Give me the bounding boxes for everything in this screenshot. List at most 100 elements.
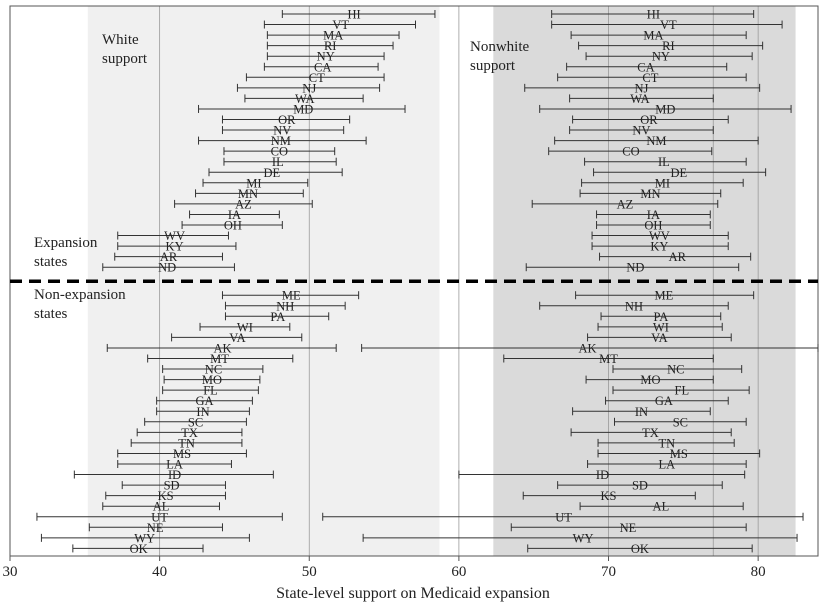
state-label: WI xyxy=(653,320,669,334)
nonexpansion-white-al: AL xyxy=(102,500,220,514)
expansion-white-ar: AR xyxy=(114,250,223,264)
state-label: NC xyxy=(667,363,684,377)
expansion-nonwhite-nd: ND xyxy=(525,261,740,275)
nonexpansion-nonwhite-nh: NH xyxy=(539,299,729,313)
nonexpansion-white-ne: NE xyxy=(88,521,223,535)
x-tick-label-30: 30 xyxy=(3,564,18,580)
state-label: NJ xyxy=(302,81,316,95)
state-label: VT xyxy=(332,18,349,32)
state-label: MD xyxy=(293,102,313,116)
nonexpansion-nonwhite-fl: FL xyxy=(612,384,750,398)
state-label: VA xyxy=(651,331,667,345)
expansion-nonwhite-ky: KY xyxy=(591,240,729,254)
nonexpansion-nonwhite-nc: NC xyxy=(612,363,743,377)
state-label: OK xyxy=(130,542,148,556)
nonexpansion-nonwhite-ut: UT xyxy=(322,510,804,524)
state-label: NE xyxy=(147,521,164,535)
state-label: AZ xyxy=(235,197,252,211)
state-label: AL xyxy=(153,500,170,514)
state-label: CT xyxy=(309,71,325,85)
x-tick-label-70: 70 xyxy=(601,564,616,580)
expansion-white-mn: MN xyxy=(195,187,304,201)
state-label: ME xyxy=(655,289,674,303)
state-label: OH xyxy=(224,219,242,233)
nonexpansion-nonwhite-sc: SC xyxy=(614,415,747,429)
state-label: MA xyxy=(643,29,663,43)
state-label: VT xyxy=(660,18,677,32)
state-label: IA xyxy=(647,208,660,222)
expansion-white-nd: ND xyxy=(102,261,235,275)
state-label: CA xyxy=(637,60,654,74)
state-label: MO xyxy=(202,373,222,387)
state-label: SD xyxy=(164,479,180,493)
state-label: CO xyxy=(271,145,288,159)
state-label: AZ xyxy=(617,197,634,211)
state-label: FL xyxy=(675,384,690,398)
nonexpansion-group-label-line1: Non-expansion xyxy=(34,287,126,303)
state-label: IN xyxy=(196,405,209,419)
expansion-nonwhite-wv: WV xyxy=(591,229,729,243)
state-label: IA xyxy=(228,208,241,222)
state-label: SC xyxy=(673,415,688,429)
state-label: GA xyxy=(195,394,213,408)
state-label: PA xyxy=(653,310,668,324)
nonexpansion-white-ks: KS xyxy=(105,489,226,503)
state-label: AR xyxy=(160,250,178,264)
state-label: TN xyxy=(178,436,195,450)
expansion-white-ct: CT xyxy=(245,71,385,85)
expansion-nonwhite-mn: MN xyxy=(579,187,722,201)
state-label: NY xyxy=(317,50,335,64)
expansion-nonwhite-nv: NV xyxy=(569,124,714,138)
x-tick-label-40: 40 xyxy=(152,564,167,580)
state-label: UT xyxy=(555,510,572,524)
nonexpansion-white-fl: FL xyxy=(162,384,259,398)
state-label: NC xyxy=(205,363,222,377)
state-label: LA xyxy=(166,458,183,472)
state-label: NM xyxy=(646,134,666,148)
state-label: TN xyxy=(659,436,676,450)
expansion-white-nj: NJ xyxy=(236,81,381,95)
state-label: CO xyxy=(622,145,639,159)
state-label: MT xyxy=(599,352,618,366)
state-label: SC xyxy=(188,415,203,429)
state-label: MN xyxy=(640,187,660,201)
state-label: CT xyxy=(642,71,658,85)
x-tick-label-80: 80 xyxy=(751,564,766,580)
nonwhite-panel-title-line1: Nonwhite xyxy=(470,39,530,55)
state-label: MD xyxy=(655,102,675,116)
nonexpansion-white-sd: SD xyxy=(121,479,226,493)
state-label: NY xyxy=(652,50,670,64)
nonexpansion-nonwhite-sd: SD xyxy=(557,479,723,493)
expansion-white-md: MD xyxy=(198,102,406,116)
state-label: UT xyxy=(151,510,168,524)
state-label: MI xyxy=(655,176,670,190)
state-label: IL xyxy=(658,155,670,169)
expansion-white-de: DE xyxy=(208,166,343,180)
state-label: ID xyxy=(168,468,181,482)
nonexpansion-white-sc: SC xyxy=(144,415,247,429)
state-label: WY xyxy=(134,531,155,545)
state-label: ND xyxy=(158,261,176,275)
state-label: MA xyxy=(323,29,343,43)
expansion-nonwhite-vt: VT xyxy=(551,18,783,32)
expansion-nonwhite-az: AZ xyxy=(531,197,719,211)
expansion-white-wv: WV xyxy=(117,229,229,243)
expansion-nonwhite-ar: AR xyxy=(599,250,752,264)
state-label: WA xyxy=(295,92,314,106)
state-label: MT xyxy=(210,352,229,366)
state-label: MN xyxy=(238,187,258,201)
nonexpansion-white-ut: UT xyxy=(36,510,283,524)
state-label: WV xyxy=(649,229,670,243)
nonexpansion-nonwhite-va: VA xyxy=(587,331,732,345)
nonexpansion-nonwhite-ne: NE xyxy=(510,521,747,535)
expansion-white-wa: WA xyxy=(244,92,364,106)
state-label: HI xyxy=(647,8,660,22)
nonexpansion-nonwhite-tn: TN xyxy=(597,436,735,450)
expansion-nonwhite-mi: MI xyxy=(581,176,744,190)
expansion-group-label-line2: states xyxy=(34,254,67,270)
state-label: AK xyxy=(213,341,231,355)
expansion-white-ia: IA xyxy=(189,208,280,222)
nonexpansion-white-pa: PA xyxy=(224,310,330,324)
state-label: VA xyxy=(229,331,245,345)
